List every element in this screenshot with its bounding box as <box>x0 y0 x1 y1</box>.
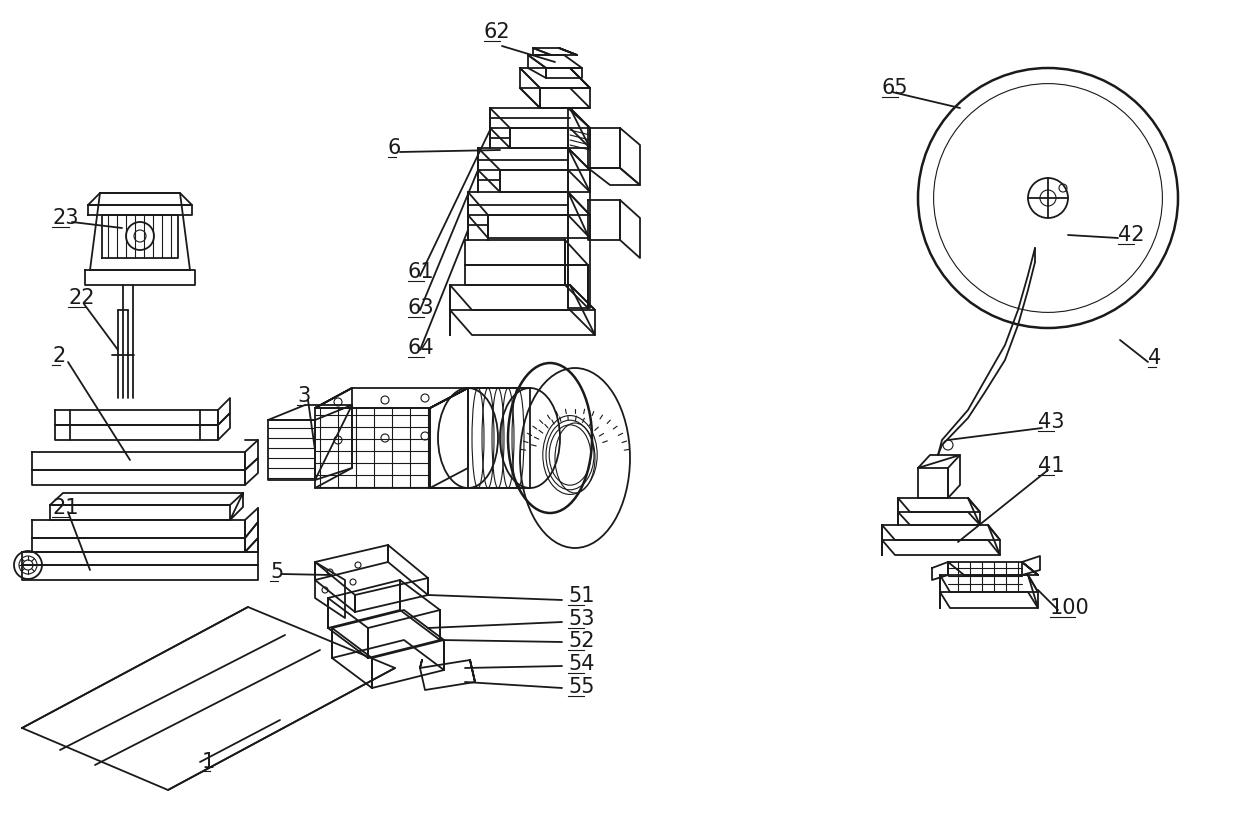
Text: 63: 63 <box>408 298 435 318</box>
Text: 64: 64 <box>408 338 435 358</box>
Text: 23: 23 <box>52 208 78 228</box>
Text: 100: 100 <box>1049 598 1090 618</box>
Text: 42: 42 <box>1118 225 1145 245</box>
Text: 6: 6 <box>388 138 401 158</box>
Text: 5: 5 <box>270 562 284 582</box>
Text: 21: 21 <box>52 498 78 518</box>
Text: 52: 52 <box>567 631 595 651</box>
Text: 2: 2 <box>52 346 66 366</box>
Text: 65: 65 <box>882 78 908 98</box>
Text: 4: 4 <box>1149 348 1161 368</box>
Text: 53: 53 <box>567 609 595 629</box>
Text: 54: 54 <box>567 654 595 674</box>
Text: 51: 51 <box>567 586 595 606</box>
Text: 22: 22 <box>68 288 94 308</box>
Text: 61: 61 <box>408 262 435 282</box>
Text: 43: 43 <box>1038 412 1064 432</box>
Text: 1: 1 <box>202 752 216 772</box>
Text: 3: 3 <box>297 386 310 406</box>
Text: 55: 55 <box>567 677 595 697</box>
Text: 41: 41 <box>1038 456 1064 476</box>
Text: 62: 62 <box>484 22 510 42</box>
